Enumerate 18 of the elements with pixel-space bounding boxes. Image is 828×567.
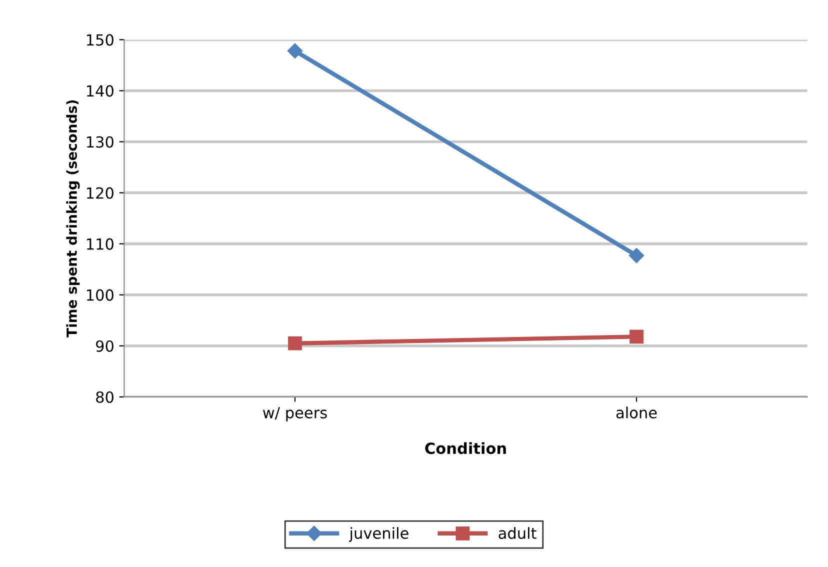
point: [288, 336, 302, 350]
x-tick-label: alone: [616, 406, 657, 418]
legend-label: adult: [498, 527, 536, 539]
x-axis-title: Condition: [425, 442, 506, 454]
point: [630, 330, 644, 344]
y-tick-label: 140: [86, 85, 114, 97]
y-axis-title: Time spent drinking (seconds): [66, 100, 80, 338]
point: [628, 248, 644, 264]
y-tick-label: 100: [86, 289, 114, 301]
y-tick-label: 120: [86, 187, 114, 199]
point: [287, 43, 303, 58]
legend-label: juvenile: [348, 527, 408, 542]
y-tick-label: 90: [96, 340, 114, 352]
y-tick-label: 130: [86, 136, 114, 148]
y-tick-label: 110: [86, 238, 114, 250]
x-tick-label: w/ peers: [263, 407, 327, 422]
y-tick-label: 80: [96, 391, 114, 403]
y-tick-label: 150: [86, 34, 114, 46]
